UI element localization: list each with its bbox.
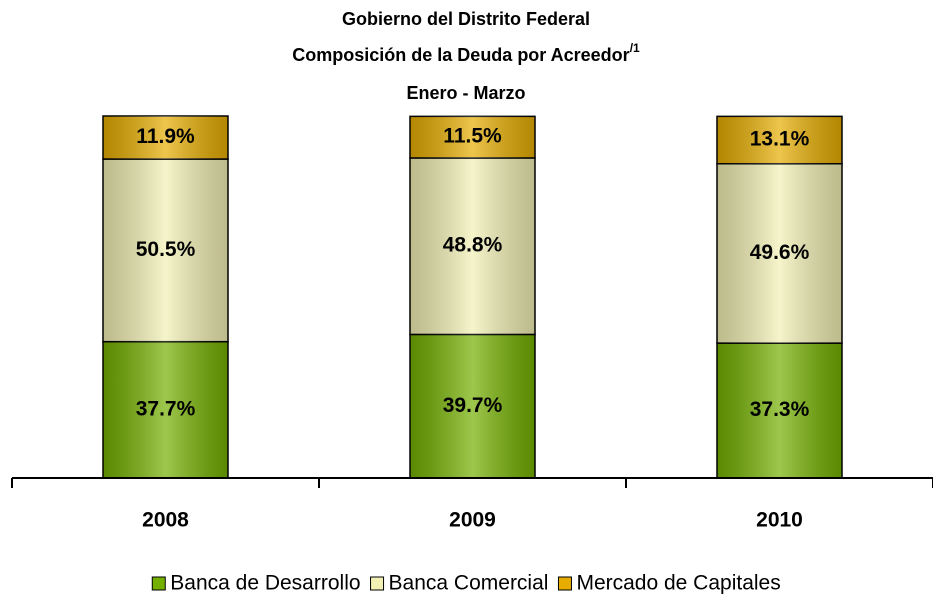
x-tick-label: 2010: [756, 509, 803, 532]
chart-title: Composición de la Deuda por Acreedor/1: [292, 41, 640, 65]
legend-swatch: [557, 576, 572, 591]
legend-swatch: [370, 576, 385, 591]
x-tick-label: 2009: [449, 509, 496, 532]
data-label: 13.1%: [750, 128, 810, 151]
data-label: 11.9%: [136, 125, 195, 148]
title-superscript: /1: [630, 41, 640, 55]
legend-label: Banca Comercial: [389, 572, 549, 595]
legend-swatch: [151, 576, 166, 591]
data-label: 50.5%: [136, 238, 196, 261]
legend-label: Mercado de Capitales: [576, 572, 780, 595]
chart-title: Enero - Marzo: [406, 83, 525, 103]
data-label: 11.5%: [443, 125, 502, 148]
x-tick-label: 2008: [142, 509, 189, 532]
chart-title: Composición de la Deuda por Acreedor: [292, 45, 629, 65]
data-label: 37.3%: [750, 398, 810, 421]
data-label: 48.8%: [443, 234, 503, 257]
legend-label: Banca de Desarrollo: [170, 572, 360, 595]
data-label: 39.7%: [443, 394, 503, 417]
legend: Banca de Desarrollo Banca Comercial Mercad…: [151, 572, 781, 595]
data-label: 37.7%: [136, 397, 196, 420]
data-label: 49.6%: [750, 241, 810, 264]
chart-title: Gobierno del Distrito Federal: [342, 9, 590, 29]
